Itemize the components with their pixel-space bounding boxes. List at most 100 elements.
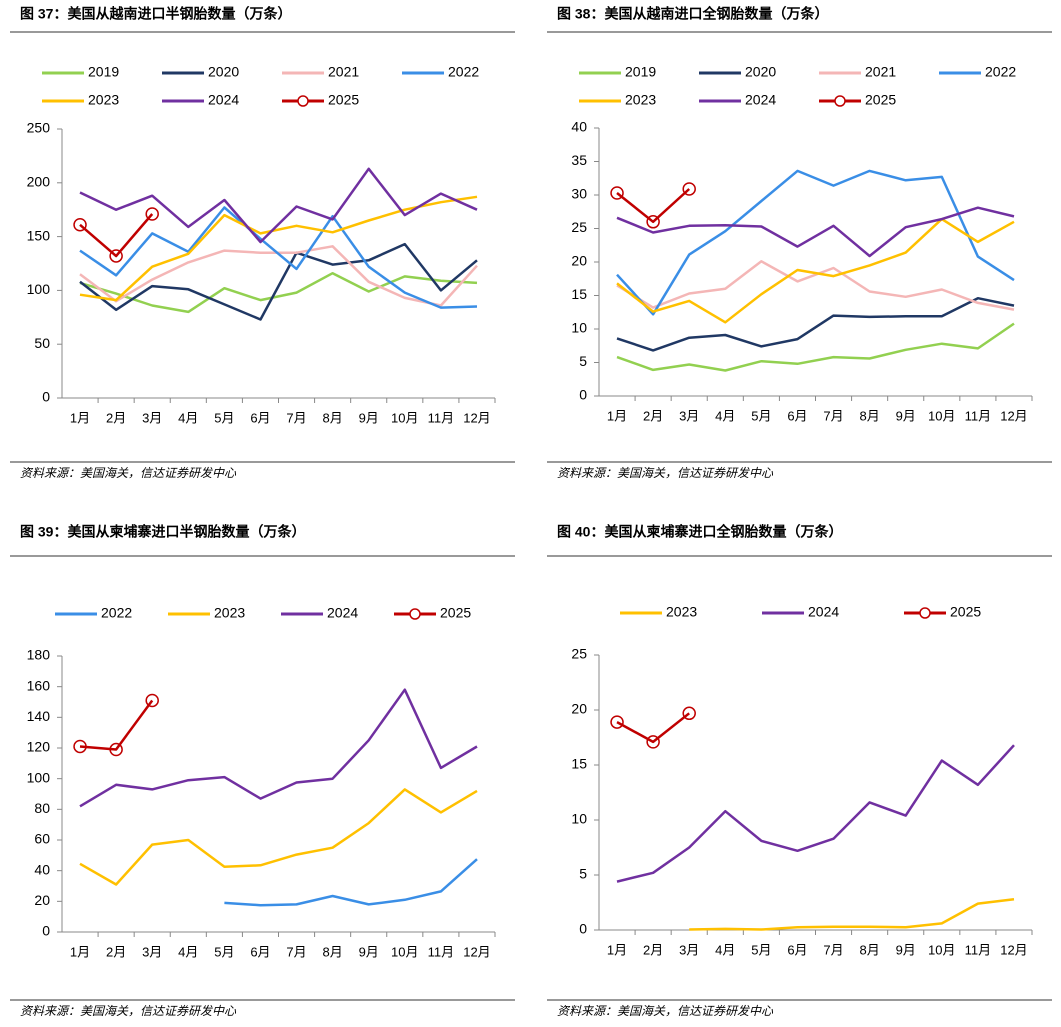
y-tick-label: 35 <box>571 152 587 168</box>
x-tick-label: 11月 <box>428 944 455 959</box>
legend-label: 2019 <box>88 64 119 80</box>
legend-label: 2019 <box>625 64 656 80</box>
y-tick-label: 50 <box>34 335 50 351</box>
x-tick-label: 5月 <box>214 944 234 959</box>
series-line <box>616 260 1015 311</box>
x-tick-label: 8月 <box>323 410 343 425</box>
series-line <box>79 167 478 244</box>
legend-label: 2024 <box>745 92 776 108</box>
x-tick-label: 12月 <box>463 944 490 959</box>
series-line <box>616 206 1015 258</box>
x-tick-label: 3月 <box>142 944 162 959</box>
x-tick-label: 10月 <box>928 942 955 957</box>
legend-label: 2023 <box>666 604 697 620</box>
series-line <box>616 744 1015 883</box>
y-tick-label: 10 <box>571 320 587 336</box>
x-tick-label: 1月 <box>607 408 627 423</box>
x-tick-label: 12月 <box>463 410 490 425</box>
x-tick-label: 10月 <box>391 410 418 425</box>
series-line <box>689 897 1015 931</box>
source-note: 资料来源：美国海关，信达证券研发中心 <box>20 1004 237 1018</box>
point-marker <box>145 693 159 708</box>
x-tick-label: 2月 <box>106 944 126 959</box>
x-tick-label: 8月 <box>860 942 880 957</box>
series-line <box>79 271 478 314</box>
legend-label: 2022 <box>101 605 132 621</box>
series-line <box>79 195 478 302</box>
series-line <box>616 217 1015 324</box>
legend-marker <box>834 95 846 107</box>
series-line <box>616 712 690 744</box>
y-tick-label: 140 <box>27 708 51 724</box>
point-marker <box>610 715 624 729</box>
series-line <box>616 322 1015 372</box>
x-tick-label: 5月 <box>751 942 771 957</box>
y-tick-label: 0 <box>42 923 50 939</box>
legend-label: 2025 <box>950 604 981 620</box>
x-tick-label: 9月 <box>359 410 379 425</box>
y-tick-label: 0 <box>579 387 587 403</box>
x-tick-label: 7月 <box>823 942 843 957</box>
x-tick-label: 8月 <box>860 408 880 423</box>
legend-label: 2025 <box>440 605 471 621</box>
source-note: 资料来源：美国海关，信达证券研发中心 <box>557 1004 774 1018</box>
series-line <box>79 242 478 321</box>
x-tick-label: 11月 <box>965 942 992 957</box>
x-tick-label: 3月 <box>679 408 699 423</box>
series-line <box>79 206 478 309</box>
legend-label: 2020 <box>208 64 239 80</box>
point-marker <box>145 207 159 221</box>
x-tick-label: 11月 <box>428 410 455 425</box>
y-tick-label: 25 <box>571 646 587 662</box>
x-tick-label: 5月 <box>751 408 771 423</box>
point-marker <box>109 742 123 757</box>
y-tick-label: 180 <box>27 647 51 663</box>
x-tick-label: 4月 <box>178 410 198 425</box>
series-line <box>616 188 691 224</box>
legend-label: 2021 <box>328 64 359 80</box>
x-tick-label: 1月 <box>70 944 90 959</box>
point-marker <box>73 739 87 754</box>
x-tick-label: 7月 <box>823 408 843 423</box>
series-line <box>79 699 154 751</box>
legend-label: 2024 <box>808 604 839 620</box>
x-tick-label: 3月 <box>142 410 162 425</box>
y-tick-label: 80 <box>34 800 50 816</box>
y-tick-label: 15 <box>571 286 587 302</box>
x-tick-label: 6月 <box>787 942 807 957</box>
x-tick-label: 11月 <box>965 408 992 423</box>
series-line <box>79 213 154 258</box>
x-tick-label: 7月 <box>286 944 306 959</box>
series-line <box>616 296 1015 352</box>
y-tick-label: 40 <box>571 119 587 135</box>
point-marker <box>73 218 87 232</box>
y-tick-label: 5 <box>579 866 587 882</box>
x-tick-label: 12月 <box>1000 408 1027 423</box>
legend-label: 2021 <box>865 64 896 80</box>
y-tick-label: 100 <box>27 769 51 785</box>
legend-label: 2025 <box>328 92 359 108</box>
y-tick-label: 25 <box>571 219 587 235</box>
x-tick-label: 6月 <box>787 408 807 423</box>
legend-label: 2023 <box>88 92 119 108</box>
point-marker <box>646 735 660 749</box>
y-tick-label: 200 <box>27 174 51 190</box>
x-tick-label: 12月 <box>1000 942 1027 957</box>
x-tick-label: 2月 <box>106 410 126 425</box>
x-tick-label: 10月 <box>928 408 955 423</box>
point-marker <box>646 215 660 229</box>
y-tick-label: 10 <box>571 811 587 827</box>
y-tick-label: 0 <box>579 921 587 937</box>
x-tick-label: 8月 <box>323 944 343 959</box>
x-tick-label: 1月 <box>607 942 627 957</box>
source-note: 资料来源：美国海关，信达证券研发中心 <box>20 466 237 480</box>
y-tick-label: 100 <box>27 281 51 297</box>
series-line <box>79 788 478 886</box>
x-tick-label: 2月 <box>643 942 663 957</box>
legend-label: 2024 <box>327 605 358 621</box>
series-line <box>616 169 1015 316</box>
point-marker <box>610 186 624 200</box>
x-tick-label: 10月 <box>391 944 418 959</box>
y-tick-label: 15 <box>571 756 587 772</box>
y-tick-label: 150 <box>27 227 51 243</box>
